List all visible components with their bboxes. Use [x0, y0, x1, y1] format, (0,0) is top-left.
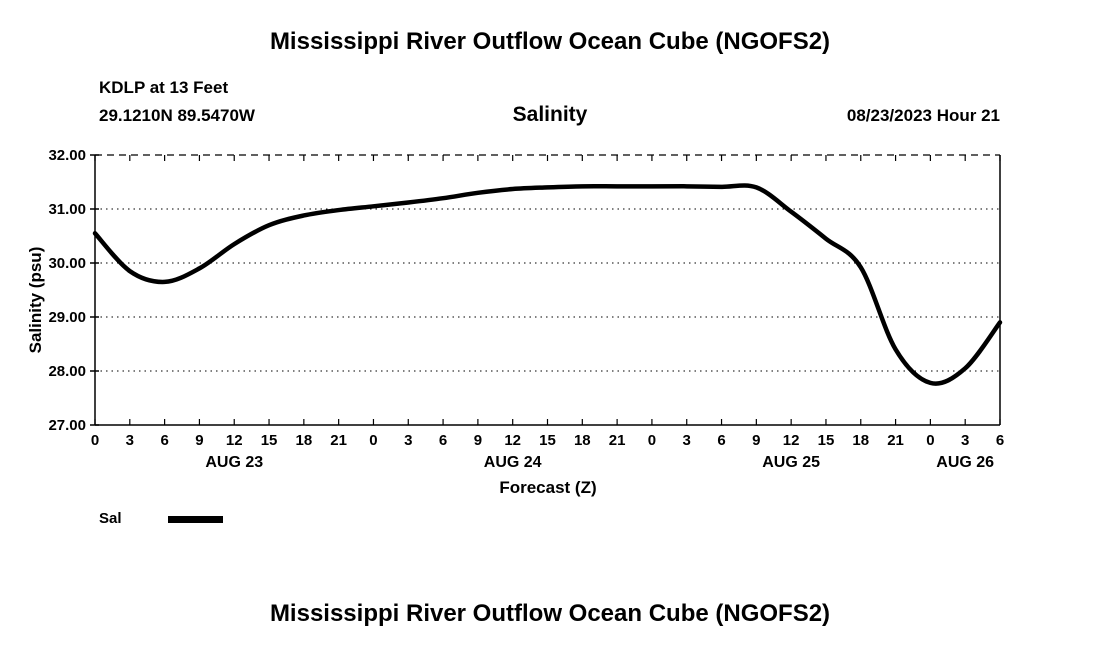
svg-text:AUG 23: AUG 23	[205, 454, 263, 471]
forecast-datetime: 08/23/2023 Hour 21	[846, 106, 1000, 125]
station-coordinates: 29.1210N 89.5470W	[99, 106, 255, 125]
svg-text:18: 18	[296, 432, 313, 449]
svg-text:6: 6	[996, 432, 1004, 449]
plot-title: Salinity	[512, 103, 588, 126]
svg-text:AUG 26: AUG 26	[936, 454, 994, 471]
svg-text:31.00: 31.00	[48, 201, 86, 218]
svg-text:21: 21	[609, 432, 626, 449]
svg-text:3: 3	[961, 432, 969, 449]
svg-text:3: 3	[683, 432, 691, 449]
svg-text:12: 12	[226, 432, 243, 449]
svg-text:9: 9	[752, 432, 760, 449]
svg-text:6: 6	[717, 432, 725, 449]
legend-series-label: Sal	[99, 510, 122, 527]
svg-text:0: 0	[648, 432, 656, 449]
svg-text:30.00: 30.00	[48, 255, 86, 272]
svg-text:3: 3	[126, 432, 134, 449]
svg-text:18: 18	[574, 432, 591, 449]
svg-text:12: 12	[783, 432, 800, 449]
svg-text:9: 9	[195, 432, 203, 449]
svg-text:27.00: 27.00	[48, 417, 86, 434]
page-title: Mississippi River Outflow Ocean Cube (NG…	[269, 28, 831, 55]
svg-text:AUG 25: AUG 25	[762, 454, 820, 471]
x-axis-label: Forecast (Z)	[499, 478, 597, 497]
svg-text:15: 15	[818, 432, 835, 449]
svg-text:18: 18	[852, 432, 869, 449]
svg-text:9: 9	[474, 432, 482, 449]
legend-line-swatch	[167, 516, 223, 523]
station-name: KDLP at 13 Feet	[99, 78, 229, 97]
svg-text:21: 21	[330, 432, 347, 449]
svg-text:29.00: 29.00	[48, 309, 86, 326]
svg-text:12: 12	[504, 432, 521, 449]
legend: Sal	[99, 510, 223, 527]
svg-text:15: 15	[261, 432, 278, 449]
svg-text:0: 0	[926, 432, 934, 449]
svg-text:6: 6	[439, 432, 447, 449]
svg-text:21: 21	[887, 432, 904, 449]
page-title-bottom: Mississippi River Outflow Ocean Cube (NG…	[269, 600, 831, 627]
svg-text:0: 0	[369, 432, 377, 449]
svg-text:15: 15	[539, 432, 556, 449]
svg-text:AUG 24: AUG 24	[484, 454, 542, 471]
svg-text:3: 3	[404, 432, 412, 449]
svg-text:28.00: 28.00	[48, 363, 86, 380]
svg-text:32.00: 32.00	[48, 147, 86, 164]
svg-text:0: 0	[91, 432, 99, 449]
svg-text:6: 6	[160, 432, 168, 449]
